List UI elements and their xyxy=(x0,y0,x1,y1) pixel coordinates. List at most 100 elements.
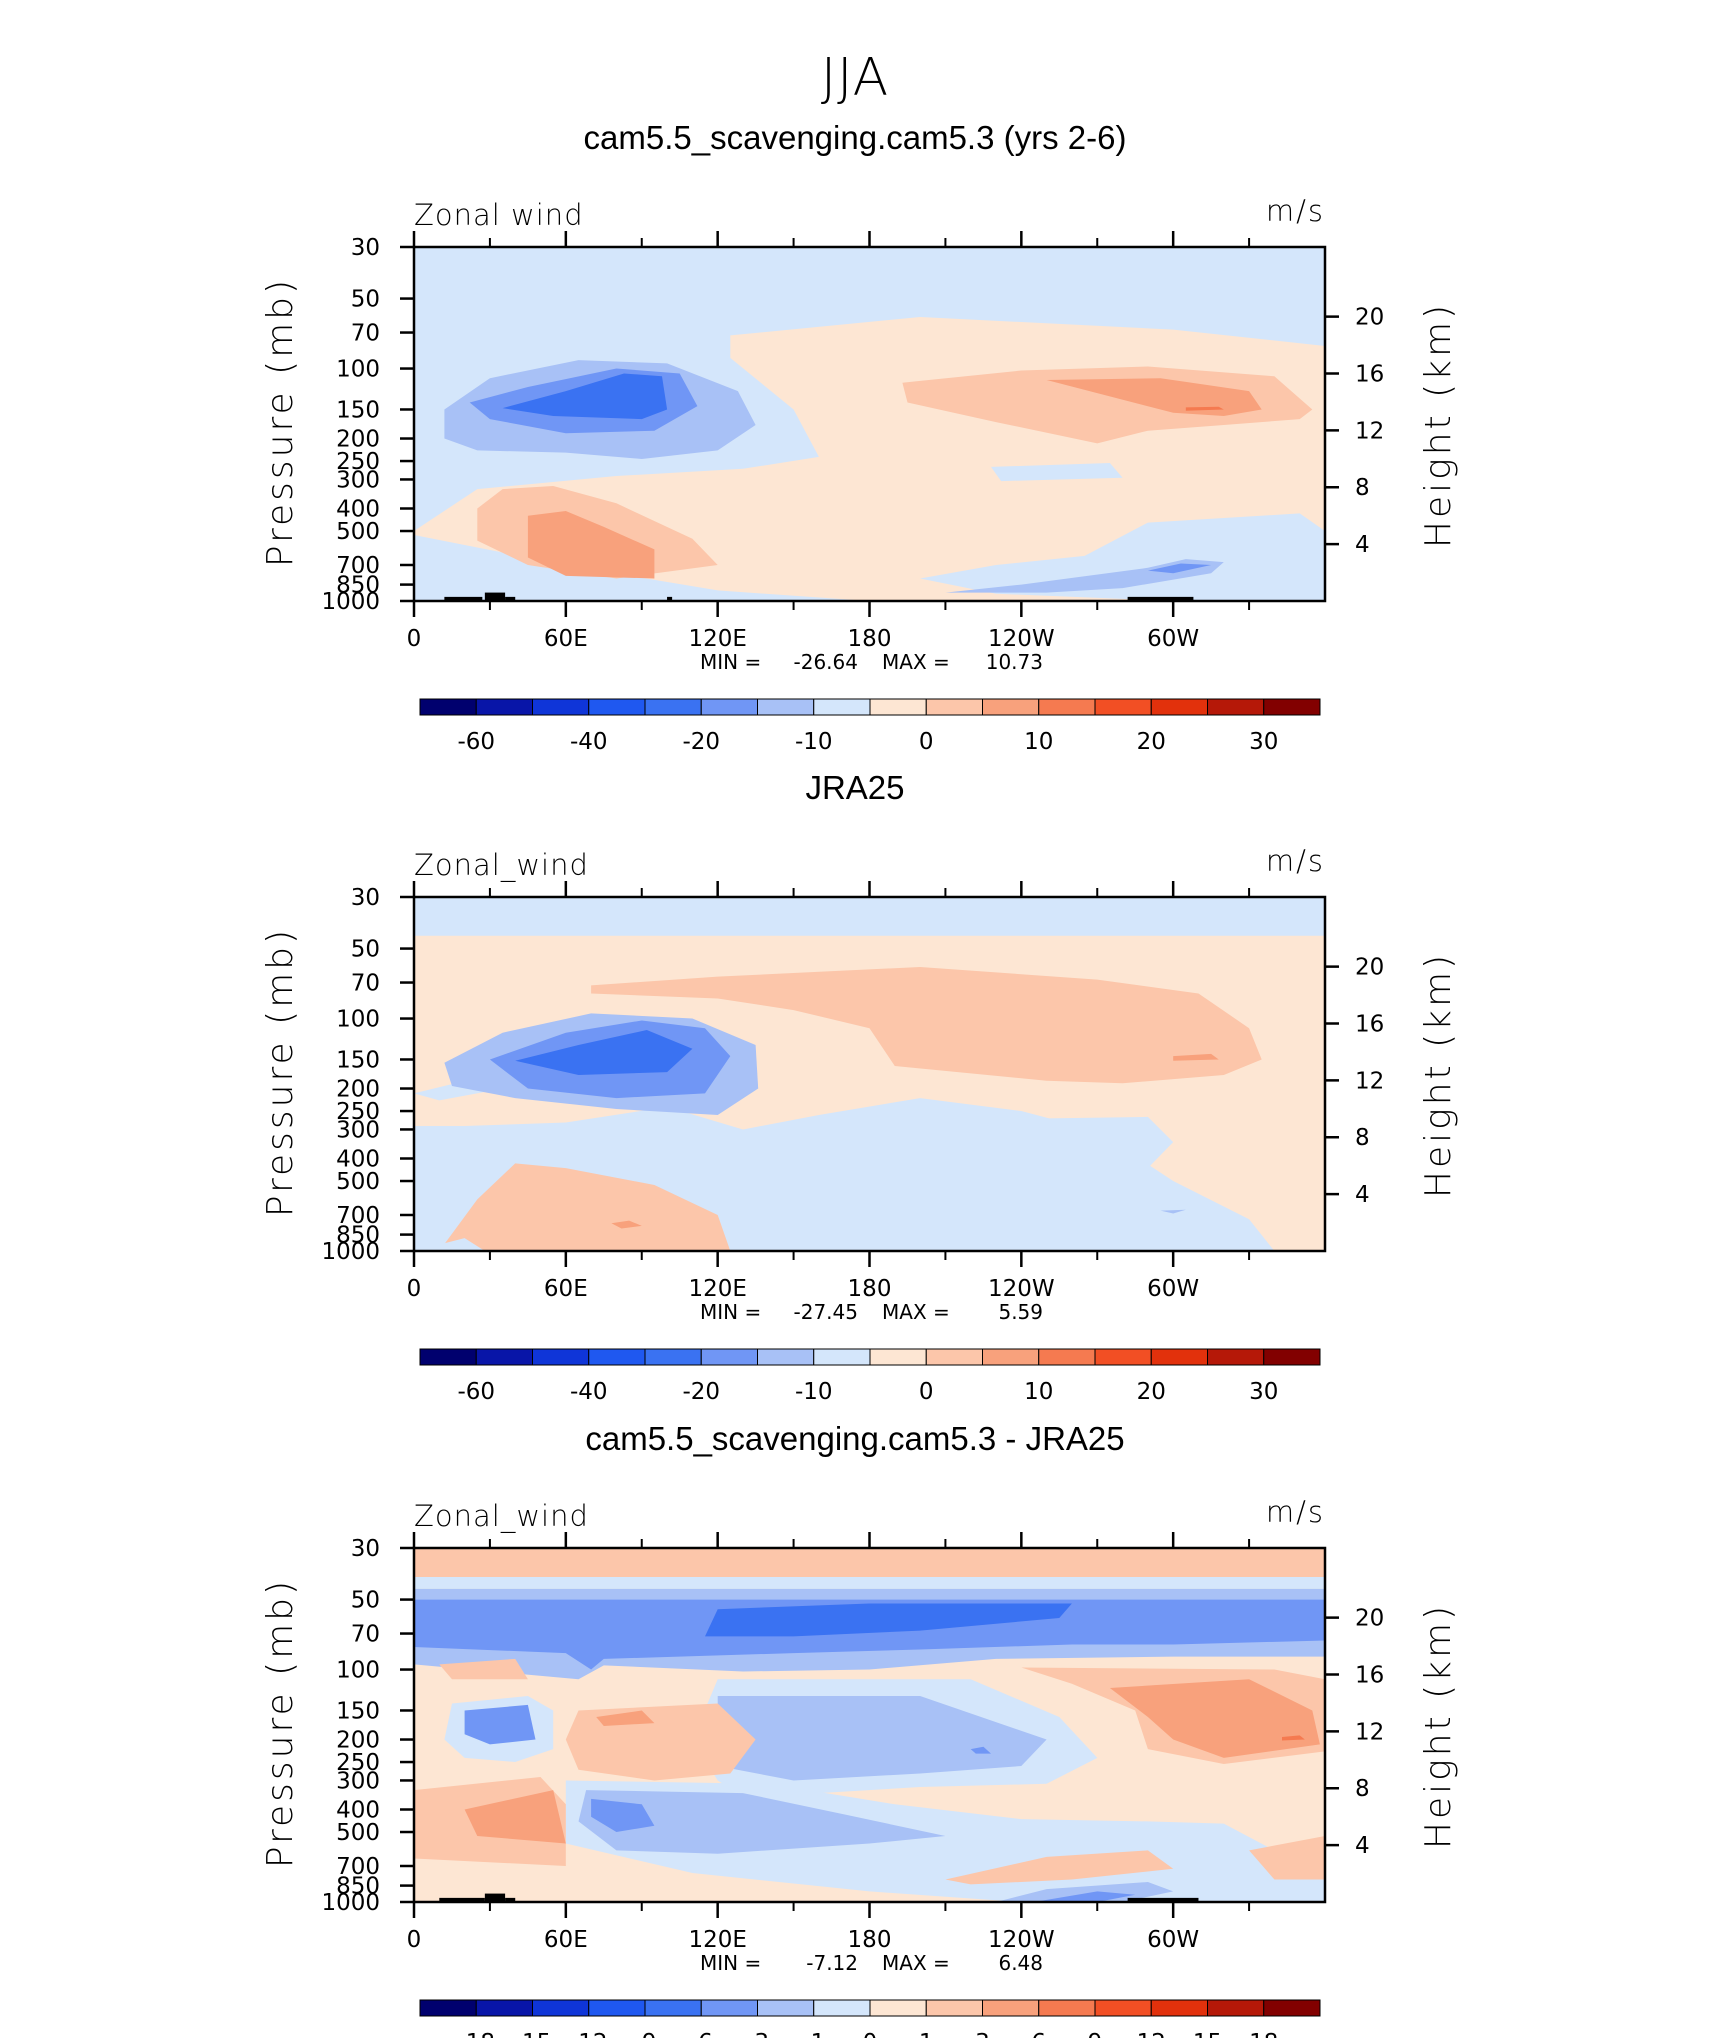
variable-label: Zonal wind xyxy=(414,198,584,232)
y2-tick-label: 4 xyxy=(1355,1182,1370,1208)
colorbar-label: 15 xyxy=(1193,2030,1222,2038)
y-tick-label: 700 xyxy=(336,1203,380,1229)
x-tick-label: 60W xyxy=(1147,1276,1199,1302)
colorbar-box xyxy=(1207,698,1265,716)
max-value: 5.59 xyxy=(998,1300,1043,1324)
y2-axis-label: Height (km) xyxy=(1418,952,1459,1198)
topography-block xyxy=(505,596,516,601)
y2-tick-label: 16 xyxy=(1355,1011,1384,1037)
colorbar-box xyxy=(1150,698,1208,716)
x-tick-label: 60W xyxy=(1147,1927,1199,1953)
contour-band xyxy=(1249,1836,1325,1880)
min-value: -27.45 xyxy=(794,1300,858,1324)
colorbar-label: 10 xyxy=(1024,729,1053,755)
colorbar-box xyxy=(813,1999,871,2017)
y-tick-label: 70 xyxy=(351,321,380,347)
colorbar-label: 18 xyxy=(1249,2030,1278,2038)
x-tick-label: 180 xyxy=(848,1927,892,1953)
colorbar-label: -10 xyxy=(795,1379,833,1405)
colorbar-box xyxy=(475,1348,533,1366)
colorbar-label: -12 xyxy=(570,2030,608,2038)
colorbar-box xyxy=(1038,698,1096,716)
colorbar-label: -15 xyxy=(514,2030,552,2038)
panel-3: cam5.5_scavenging.cam5.3 - JRA25 0 60E 120E… xyxy=(260,1420,1459,1975)
colorbar: -18 -15 -12 -9 -6 -3 -1 0 1 3 6 9 12 15 18 xyxy=(419,1999,1321,2038)
colorbar-box xyxy=(700,698,758,716)
y-tick-label: 150 xyxy=(336,1047,380,1073)
y2-tick-label: 8 xyxy=(1355,1776,1370,1802)
colorbar-box xyxy=(982,698,1040,716)
min-label: MIN = xyxy=(700,1951,761,1975)
max-label: MAX = xyxy=(882,1951,950,1975)
y-tick-label: 100 xyxy=(336,357,380,383)
y2-tick-label: 20 xyxy=(1355,955,1384,981)
contour-band xyxy=(1160,1209,1186,1214)
contour-band xyxy=(414,1548,1325,1577)
y-tick-label: 400 xyxy=(336,1797,380,1823)
colorbar-box xyxy=(925,1999,983,2017)
colorbar-label: 0 xyxy=(919,1379,934,1405)
topography-block xyxy=(505,1897,516,1902)
y-tick-label: 200 xyxy=(336,427,380,453)
y-tick-label: 200 xyxy=(336,1077,380,1103)
y2-tick-label: 4 xyxy=(1355,532,1370,558)
colorbar-box xyxy=(869,1348,927,1366)
y-tick-label: 300 xyxy=(336,467,380,493)
contour-band xyxy=(705,1603,1072,1637)
min-value: -26.64 xyxy=(794,650,858,674)
colorbar-box xyxy=(588,1348,646,1366)
x-tick-label: 60E xyxy=(544,1276,588,1302)
colorbar-box xyxy=(757,698,815,716)
colorbar-label: 6 xyxy=(1031,2030,1046,2038)
contour-band xyxy=(464,1704,536,1745)
y2-tick-label: 12 xyxy=(1355,1068,1384,1094)
y-tick-label: 50 xyxy=(351,1588,380,1614)
variable-label: Zonal_wind xyxy=(414,1499,589,1534)
contour-band xyxy=(565,1703,756,1781)
colorbar-label: -40 xyxy=(570,1379,608,1405)
colorbar-box xyxy=(1207,1999,1265,2017)
contour-band xyxy=(1185,406,1224,411)
colorbar-box xyxy=(588,698,646,716)
page-title: JJA xyxy=(820,48,890,108)
y-tick-label: 300 xyxy=(336,1768,380,1794)
y-tick-label: 400 xyxy=(336,1146,380,1172)
colorbar-box xyxy=(532,1348,590,1366)
contour-band xyxy=(414,1599,1325,1670)
y2-axis-label: Height (km) xyxy=(1418,302,1459,548)
variable-label: Zonal_wind xyxy=(414,848,589,883)
min-value: -7.12 xyxy=(806,1951,858,1975)
contour-band xyxy=(591,1798,655,1832)
colorbar: -60 -40 -20 -10 0 10 20 30 xyxy=(419,1348,1321,1405)
panel-title: JRA25 xyxy=(805,769,904,806)
colorbar-label: 3 xyxy=(975,2030,990,2038)
colorbar-box xyxy=(1038,1348,1096,1366)
panel-2: JRA25 0 60E 120E 180 120W 60W 30 50 70 100 150 20025… xyxy=(260,769,1459,1324)
colorbar-box xyxy=(475,698,533,716)
x-tick-label: 120W xyxy=(988,1927,1055,1953)
x-tick-label: 0 xyxy=(407,1927,422,1953)
topography-block xyxy=(1127,596,1194,601)
colorbar-label: 20 xyxy=(1137,729,1166,755)
contour-band xyxy=(945,1850,1174,1885)
y-axis-label: Pressure (mb) xyxy=(260,1578,301,1868)
contour-band xyxy=(920,513,1325,601)
colorbar-box xyxy=(1150,1999,1208,2017)
colorbar-label: -20 xyxy=(682,1379,720,1405)
contour-band xyxy=(991,463,1123,482)
colorbar-label: -3 xyxy=(746,2030,769,2038)
colorbar-box xyxy=(475,1999,533,2017)
units-label: m/s xyxy=(1266,194,1325,228)
y2-axis-label: Height (km) xyxy=(1418,1603,1459,1849)
x-tick-label: 180 xyxy=(848,626,892,652)
y-tick-label: 850 xyxy=(336,1874,380,1900)
y-tick-label: 400 xyxy=(336,496,380,522)
colorbar-box xyxy=(1207,1348,1265,1366)
colorbar-label: 12 xyxy=(1137,2030,1166,2038)
colorbar-label: 30 xyxy=(1249,1379,1278,1405)
colorbar-box xyxy=(1150,1348,1208,1366)
contour-band xyxy=(1021,1116,1174,1173)
y-tick-label: 250 xyxy=(336,449,380,475)
colorbar-label: 9 xyxy=(1088,2030,1103,2038)
colorbar-box xyxy=(925,698,983,716)
